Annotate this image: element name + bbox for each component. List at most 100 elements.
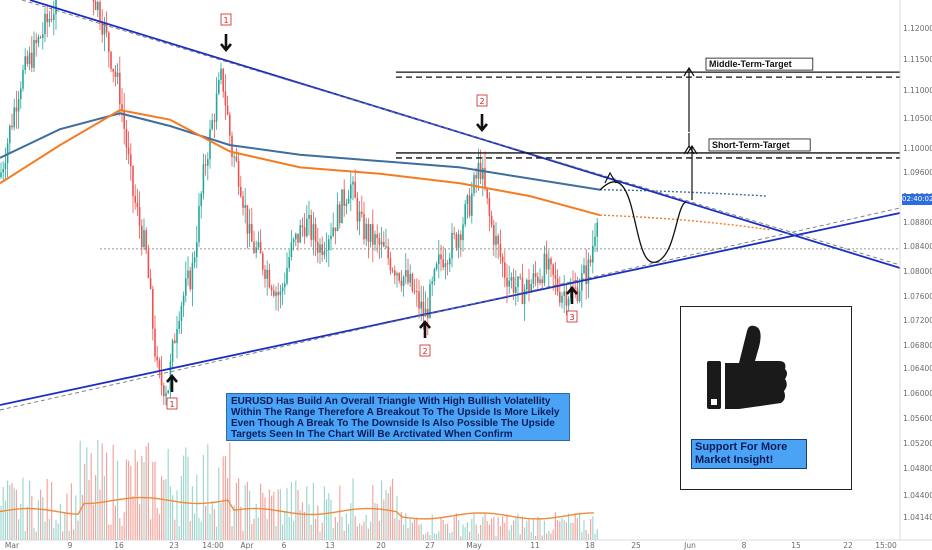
- candle-body: [416, 291, 418, 293]
- candle-body: [198, 205, 200, 243]
- volume-bar: [196, 474, 198, 540]
- volume-bar: [332, 528, 334, 540]
- volume-bar: [409, 519, 411, 540]
- candle-body: [512, 277, 515, 293]
- candle-body: [240, 186, 242, 197]
- candle-body: [369, 224, 372, 242]
- candle-body: [545, 253, 548, 270]
- candle-body: [530, 284, 532, 292]
- x-tick-label: Apr: [241, 541, 255, 550]
- touch-arrow-head: [476, 123, 488, 133]
- volume-bar: [557, 520, 559, 540]
- volume-bar: [279, 489, 281, 540]
- volume-bar: [418, 524, 420, 540]
- candle-body: [130, 154, 132, 167]
- volume-bar: [497, 517, 499, 540]
- candle-body: [539, 279, 541, 283]
- candle-body: [576, 287, 579, 302]
- volume-bar: [427, 531, 429, 540]
- candle-body: [358, 211, 361, 222]
- volume-bar: [378, 520, 380, 540]
- y-tick-label: 1.04140: [903, 513, 932, 522]
- volume-bar: [510, 525, 512, 540]
- volume-bar: [315, 518, 317, 540]
- candle-body: [191, 262, 194, 290]
- candle-body: [112, 68, 114, 72]
- candle-body: [561, 295, 563, 303]
- candle-body: [495, 235, 497, 245]
- volume-bar: [213, 509, 215, 540]
- candle-body: [244, 205, 246, 208]
- x-tick-label: 23: [169, 541, 179, 550]
- volume-bar: [462, 524, 464, 540]
- volume-bar: [0, 505, 2, 540]
- volume-bar: [471, 518, 473, 540]
- volume-bar: [15, 489, 17, 540]
- y-tick-label: 1.07200: [903, 316, 932, 325]
- volume-bar: [339, 485, 341, 540]
- candle-body: [143, 230, 145, 248]
- volume-bar: [235, 482, 237, 540]
- candle-body: [526, 279, 528, 290]
- candle-body: [149, 278, 152, 289]
- y-tick-label: 1.11000: [903, 86, 932, 95]
- candle-body: [202, 164, 205, 194]
- candle-body: [534, 273, 537, 277]
- candle-body: [145, 230, 147, 251]
- volume-bar: [286, 488, 288, 540]
- candle-body: [182, 295, 185, 306]
- volume-bar: [180, 475, 182, 540]
- candle-body: [251, 223, 253, 242]
- volume-bar: [565, 522, 567, 540]
- candle-body: [424, 308, 427, 317]
- volume-bar: [284, 510, 286, 540]
- candle-body: [13, 107, 15, 128]
- volume-bar: [546, 533, 548, 540]
- breakout-arrow-head: [604, 171, 617, 184]
- volume-bar: [209, 513, 211, 540]
- volume-bar: [185, 447, 187, 540]
- volume-bar: [121, 525, 123, 540]
- volume-bar: [345, 513, 347, 540]
- volume-bar: [163, 479, 165, 540]
- candle-body: [506, 277, 508, 287]
- target-label: Middle-Term-Target: [709, 59, 792, 69]
- volume-bar: [537, 516, 539, 540]
- touch-number-box: [419, 344, 431, 357]
- volume-bar: [576, 518, 578, 540]
- x-tick-label: 20: [376, 541, 386, 550]
- volume-bar: [88, 479, 90, 540]
- volume-bar: [264, 497, 266, 540]
- volume-bar: [211, 501, 213, 540]
- candle-body: [528, 279, 530, 292]
- volume-bar: [574, 513, 576, 540]
- y-tick-label: 1.11500: [903, 55, 932, 64]
- candle-body: [345, 203, 348, 206]
- candle-body: [328, 239, 330, 251]
- candle-body: [273, 290, 275, 296]
- volume-bar: [277, 489, 279, 540]
- volume-bar: [218, 467, 220, 540]
- candle-body: [323, 251, 326, 255]
- touch-arrow-head: [566, 285, 578, 295]
- volume-bar: [477, 533, 479, 540]
- volume-bar: [297, 490, 299, 540]
- volume-bar: [482, 517, 484, 540]
- candle-body: [435, 264, 438, 270]
- candle-body: [367, 223, 370, 242]
- volume-bar: [554, 512, 556, 540]
- volume-bar: [552, 529, 554, 540]
- volume-bar: [431, 514, 433, 540]
- candle-body: [42, 34, 44, 38]
- candle-body: [383, 241, 385, 247]
- y-tick-label: 1.05200: [903, 439, 932, 448]
- ma-orange-projection: [599, 214, 771, 231]
- x-tick-label: 16: [114, 541, 124, 550]
- volume-bar: [361, 525, 363, 540]
- y-tick-label: 1.10500: [903, 114, 932, 123]
- volume-bar: [590, 519, 592, 540]
- candle-body: [537, 276, 539, 283]
- candle-body: [462, 224, 464, 241]
- volume-bar: [583, 520, 585, 540]
- candle-body: [321, 244, 323, 255]
